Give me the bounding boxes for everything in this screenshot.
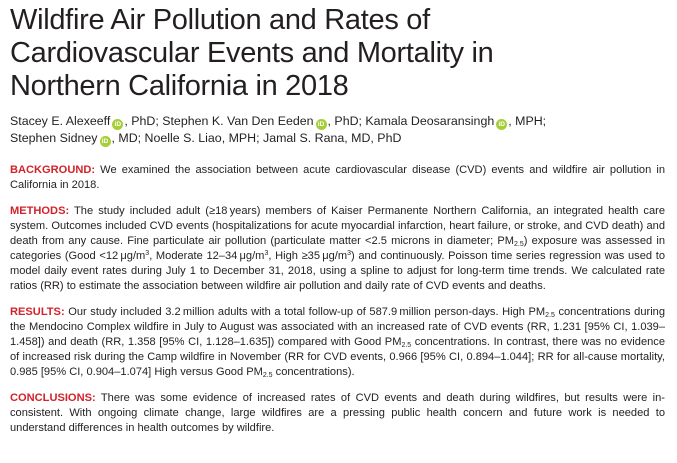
background-text: We examined the association between acut… [10, 164, 665, 191]
unit-superscript: 3 [264, 250, 269, 257]
orcid-icon[interactable]: iD [99, 136, 111, 147]
methods-text: , Moderate 12–34 μg/m [149, 250, 265, 262]
pm-subscript: 2.5 [514, 241, 524, 248]
orcid-icon[interactable]: iD [112, 119, 124, 130]
author-name[interactable]: Stephen Sidney [10, 131, 98, 145]
results-label: RESULTS: [10, 306, 65, 318]
article-title: Wildfire Air Pollution and Rates of Card… [10, 4, 494, 102]
orcid-icon[interactable]: iD [315, 119, 327, 130]
author-degree: , PhD; [327, 114, 366, 128]
author-name[interactable]: Stephen K. Van Den Eeden [162, 114, 314, 128]
author-name[interactable]: Kamala Deosaransingh [365, 114, 495, 128]
background-label: BACKGROUND: [10, 164, 96, 176]
methods-label: METHODS: [10, 205, 70, 217]
results-text: concentrations during the Mendocino Comp… [10, 306, 665, 348]
unit-superscript: 3 [347, 250, 352, 257]
methods-text: ) exposure was assessed in categories (G… [10, 235, 666, 262]
background-section: BACKGROUND: We examined the association … [10, 163, 665, 193]
conclusions-label: CONCLUSIONS: [10, 392, 96, 404]
methods-section: METHODS: The study included adult (≥18 y… [10, 204, 665, 294]
conclusions-text: There was some evidence of increased rat… [10, 392, 665, 434]
orcid-icon[interactable]: iD [496, 119, 508, 130]
author-degree: , MPH; [508, 114, 547, 128]
author-names-rest: Noelle S. Liao, MPH; Jamal S. Rana, MD, … [144, 131, 402, 145]
author-list: Stacey E. Alexeeff iD, PhD; Stephen K. Va… [10, 113, 665, 147]
methods-text: ) and continuously. Poisson time series … [10, 250, 665, 292]
author-degree: , PhD; [124, 114, 163, 128]
results-text: concentrations). [272, 366, 355, 378]
methods-text: , High ≥35 μg/m [268, 250, 348, 262]
unit-superscript: 3 [145, 250, 150, 257]
author-name[interactable]: Stacey E. Alexeeff [10, 114, 111, 128]
conclusions-section: CONCLUSIONS: There was some evidence of … [10, 391, 665, 436]
methods-text: The study included adult (≥18 years) mem… [10, 205, 665, 247]
pm-subscript: 2.5 [545, 312, 555, 319]
results-section: RESULTS: Our study included 3.2 million … [10, 305, 665, 380]
pm-subscript: 2.5 [262, 372, 273, 379]
results-text: concentrations. In contrast, there was n… [10, 336, 665, 378]
results-text: Our study included 3.2 million adults wi… [64, 306, 546, 318]
pm-subscript: 2.5 [401, 342, 412, 349]
author-degree: , MD; [111, 131, 145, 145]
